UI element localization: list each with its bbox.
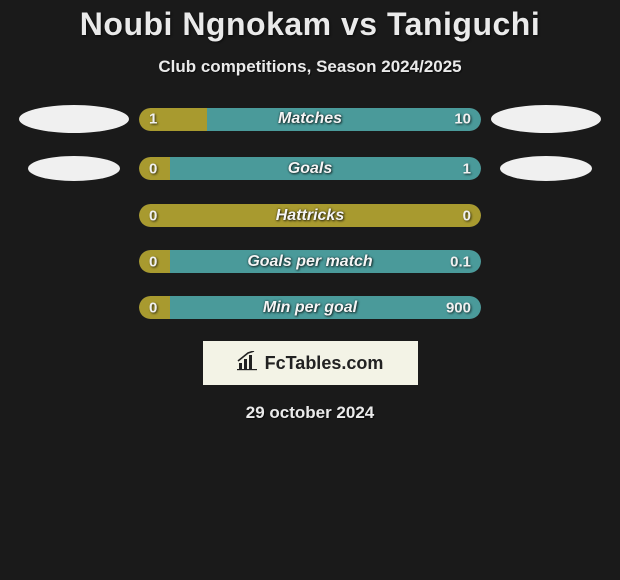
bar-fill-left — [139, 157, 170, 180]
stat-row: 00Hattricks — [0, 204, 620, 227]
comparison-rows: 110Matches 01Goals 00Hattricks 00.1Goals pe… — [0, 105, 620, 319]
page-title: Noubi Ngnokam vs Taniguchi — [80, 6, 540, 43]
stat-bar: 00Hattricks — [139, 204, 481, 227]
bar-fill-right — [207, 108, 481, 131]
stat-row: 110Matches — [0, 105, 620, 133]
stat-bar: 00.1Goals per match — [139, 250, 481, 273]
page-subtitle: Club competitions, Season 2024/2025 — [158, 57, 461, 77]
bar-fill-right — [170, 296, 481, 319]
chart-icon — [237, 351, 259, 376]
player-right-marker — [491, 105, 601, 133]
player-right-marker — [500, 156, 592, 181]
stat-row: 00.1Goals per match — [0, 250, 620, 273]
bar-fill-right — [170, 250, 481, 273]
brand-text: FcTables.com — [265, 353, 384, 374]
player-left-marker — [19, 105, 129, 133]
bar-fill-left — [139, 108, 207, 131]
brand-badge[interactable]: FcTables.com — [203, 341, 418, 385]
bar-fill-left — [139, 296, 170, 319]
player-left-marker — [28, 156, 120, 181]
stat-bar: 01Goals — [139, 157, 481, 180]
stat-row: 01Goals — [0, 156, 620, 181]
stat-bar: 110Matches — [139, 108, 481, 131]
stat-row: 0900Min per goal — [0, 296, 620, 319]
bar-fill-left — [139, 250, 170, 273]
bar-fill-right — [170, 157, 481, 180]
stat-bar: 0900Min per goal — [139, 296, 481, 319]
bar-fill-left — [139, 204, 481, 227]
date-label: 29 october 2024 — [246, 403, 375, 423]
